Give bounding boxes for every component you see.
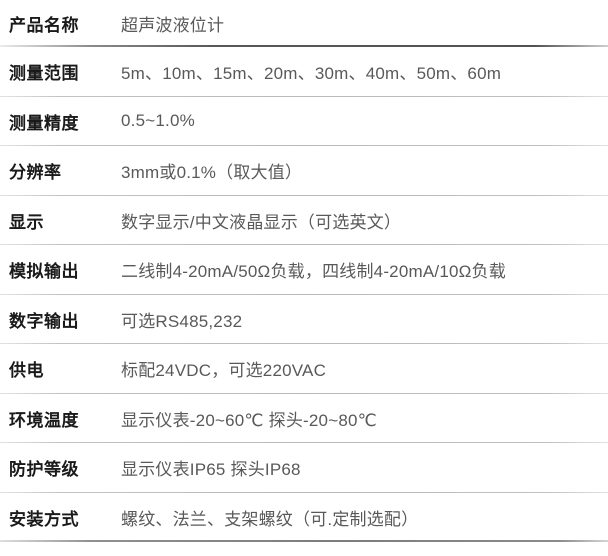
spec-row-analog-output: 模拟输出 二线制4-20mA/50Ω负载，四线制4-20mA/10Ω负载: [0, 245, 608, 295]
spec-value: 超声波液位计: [121, 16, 225, 35]
spec-label: 分辨率: [9, 163, 62, 183]
spec-label: 安装方式: [9, 509, 79, 529]
spec-value: 显示仪表IP65 探头IP68: [121, 460, 301, 480]
spec-value: 0.5~1.0%: [121, 111, 195, 131]
spec-value: 螺纹、法兰、支架螺纹（可.定制选配）: [121, 509, 419, 529]
spec-row-accuracy: 测量精度 0.5~1.0%: [0, 97, 608, 147]
spec-value: 标配24VDC，可选220VAC: [121, 361, 327, 381]
spec-row-resolution: 分辨率 3mm或0.1%（取大值）: [0, 146, 608, 196]
spec-value: 显示仪表-20~60℃ 探头-20~80℃: [121, 410, 377, 430]
spec-row-protection-rating: 防护等级 显示仪表IP65 探头IP68: [0, 443, 608, 493]
spec-row-ambient-temperature: 环境温度 显示仪表-20~60℃ 探头-20~80℃: [0, 394, 608, 444]
spec-row-digital-output: 数字输出 可选RS485,232: [0, 295, 608, 345]
spec-value: 数字显示/中文液晶显示（可选英文）: [121, 212, 402, 232]
spec-row-measure-range: 测量范围 5m、10m、15m、20m、30m、40m、50m、60m: [0, 47, 608, 97]
spec-value: 5m、10m、15m、20m、30m、40m、50m、60m: [121, 64, 502, 84]
spec-label: 防护等级: [9, 460, 79, 480]
spec-label: 显示: [9, 212, 44, 232]
spec-value: 可选RS485,232: [121, 311, 243, 331]
spec-row-product-name: 产品名称 超声波液位计: [0, 0, 608, 47]
spec-value: 3mm或0.1%（取大值）: [121, 163, 303, 183]
spec-label: 供电: [9, 361, 44, 381]
spec-label: 模拟输出: [9, 262, 79, 282]
spec-row-power-supply: 供电 标配24VDC，可选220VAC: [0, 344, 608, 394]
spec-label: 产品名称: [9, 16, 79, 35]
spec-label: 测量精度: [9, 113, 79, 133]
spec-value: 二线制4-20mA/50Ω负载，四线制4-20mA/10Ω负载: [121, 262, 506, 282]
spec-label: 测量范围: [9, 64, 79, 84]
spec-row-display: 显示 数字显示/中文液晶显示（可选英文）: [0, 196, 608, 246]
spec-label: 数字输出: [9, 311, 79, 331]
spec-label: 环境温度: [9, 410, 79, 430]
product-spec-table: 产品名称 超声波液位计 测量范围 5m、10m、15m、20m、30m、40m、…: [0, 0, 608, 543]
spec-row-installation: 安装方式 螺纹、法兰、支架螺纹（可.定制选配）: [0, 493, 608, 543]
